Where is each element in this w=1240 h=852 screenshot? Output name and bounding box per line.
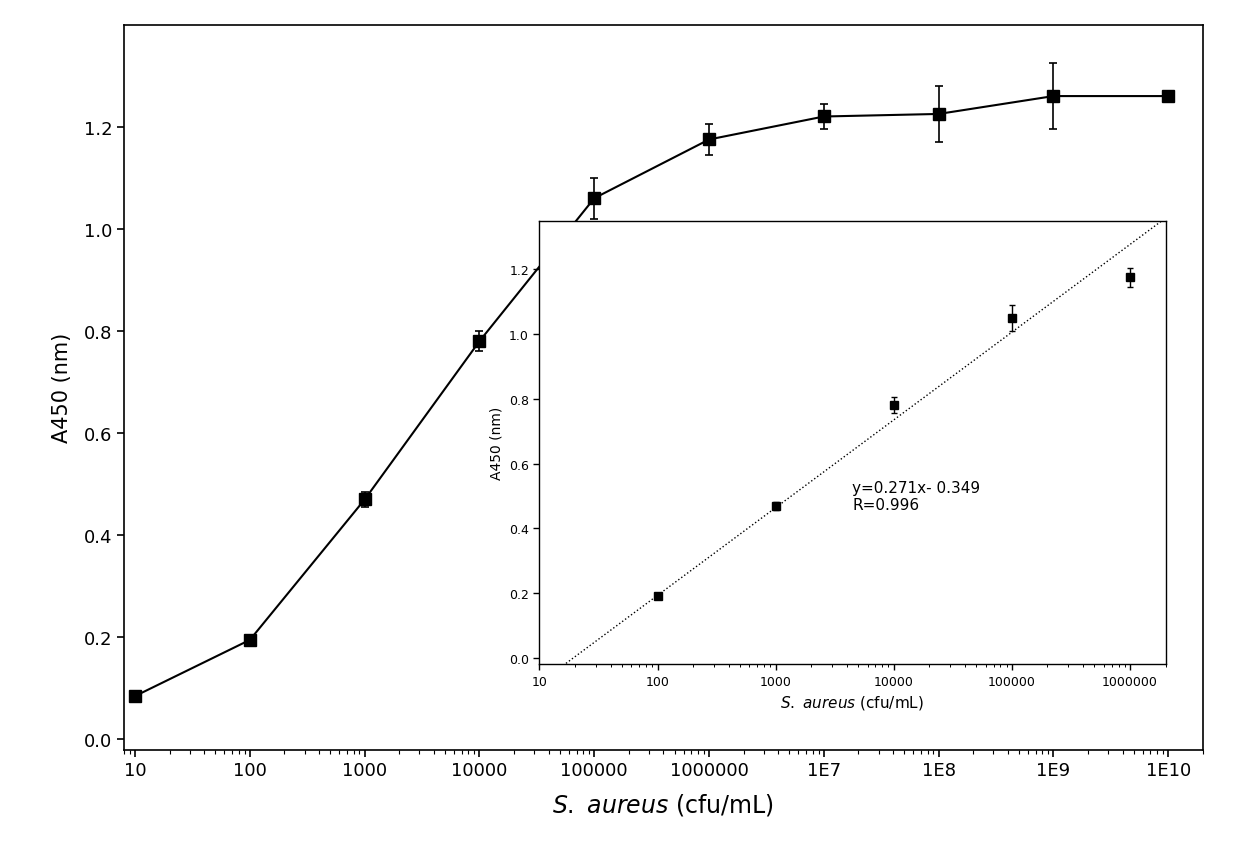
Text: y=0.271x- 0.349
R=0.996: y=0.271x- 0.349 R=0.996: [853, 480, 981, 512]
X-axis label: $\mathit{S.\ aureus}$ (cfu/mL): $\mathit{S.\ aureus}$ (cfu/mL): [780, 694, 925, 711]
X-axis label: $\mathit{S.\ aureus}$ (cfu/mL): $\mathit{S.\ aureus}$ (cfu/mL): [552, 791, 775, 816]
Y-axis label: A450 (nm): A450 (nm): [490, 406, 503, 480]
Y-axis label: A450 (nm): A450 (nm): [52, 332, 72, 443]
